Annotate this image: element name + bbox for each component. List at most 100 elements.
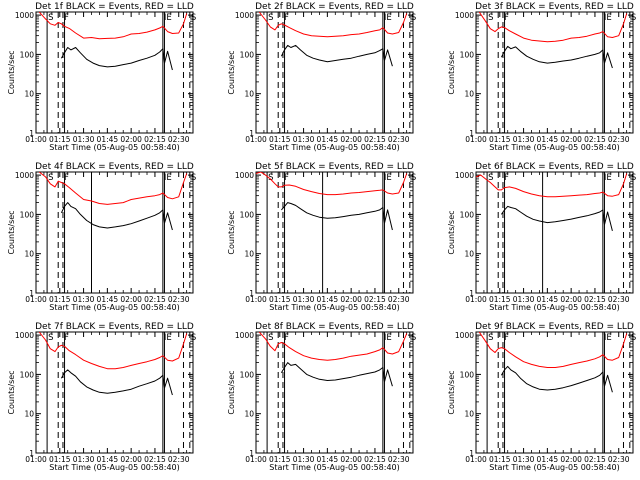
y-tick-label: 10 — [244, 410, 254, 419]
x-tick-label: 01:30 — [513, 295, 535, 304]
chart-title: Det 8f BLACK = Events, RED = LLD — [255, 322, 414, 332]
y-tick-label: 10 — [464, 410, 474, 419]
x-tick-label: 02:00 — [560, 455, 582, 464]
y-tick-label: 1000 — [15, 331, 34, 340]
marker-label: S — [268, 13, 273, 23]
detector-panel: Det 5f BLACK = Events, RED = LLD 1 10 100 10… — [227, 162, 416, 312]
plot-frame — [475, 11, 634, 134]
lld-series-line — [256, 172, 408, 196]
x-tick-label: 01:00 — [465, 295, 487, 304]
marker-label: IE — [604, 173, 612, 183]
x-tick-label: 01:45 — [317, 455, 339, 464]
x-tick-label: 01:15 — [269, 135, 291, 144]
x-axis-label: Start Time (05-Aug-05 00:58:40) — [489, 143, 620, 152]
y-axis-label: Counts/sec — [447, 370, 456, 414]
x-tick-label: 01:30 — [73, 455, 95, 464]
x-tick-label: 02:15 — [584, 295, 606, 304]
plot-frame — [255, 171, 414, 294]
x-tick-label: 02:30 — [388, 455, 410, 464]
y-tick-label: 1 — [249, 289, 254, 298]
x-tick-label: 02:15 — [144, 455, 166, 464]
detector-panel: Det 4f BLACK = Events, RED = LLD 1 10 100 10… — [7, 162, 196, 312]
x-tick-label: 02:00 — [120, 135, 142, 144]
y-tick-label: 1 — [469, 289, 474, 298]
marker-label: S — [191, 333, 196, 343]
lld-series-line — [38, 332, 188, 370]
events-series-line — [500, 365, 613, 393]
events-series-line — [280, 44, 393, 67]
x-tick-label: 01:15 — [489, 455, 511, 464]
x-tick-label: 02:15 — [364, 295, 386, 304]
x-tick-label: 01:45 — [537, 455, 559, 464]
x-axis-label: Start Time (05-Aug-05 00:58:40) — [269, 143, 400, 152]
lld-series-line — [476, 173, 628, 198]
events-series-line — [60, 202, 173, 231]
y-tick-label: 100 — [20, 50, 35, 59]
x-tick-label: 01:30 — [293, 135, 315, 144]
y-axis-label: Counts/sec — [7, 210, 16, 254]
x-tick-label: 01:15 — [269, 295, 291, 304]
y-tick-label: 10 — [24, 250, 34, 259]
x-tick-label: 01:00 — [25, 295, 47, 304]
marker-label: F — [284, 13, 289, 23]
x-tick-label: 01:15 — [489, 295, 511, 304]
y-tick-label: 100 — [240, 210, 255, 219]
x-tick-label: 02:30 — [168, 135, 190, 144]
marker-label: S — [191, 13, 196, 23]
x-tick-label: 01:15 — [49, 455, 71, 464]
x-tick-label: 02:30 — [168, 295, 190, 304]
x-tick-label: 02:00 — [120, 455, 142, 464]
x-tick-label: 01:15 — [49, 295, 71, 304]
detector-panel: Det 2f BLACK = Events, RED = LLD 1 10 100 10… — [227, 2, 416, 152]
chart-title: Det 7f BLACK = Events, RED = LLD — [35, 322, 194, 332]
y-tick-label: 100 — [20, 210, 35, 219]
chart-title: Det 3f BLACK = Events, RED = LLD — [475, 2, 634, 12]
y-tick-label: 10 — [24, 90, 34, 99]
marker-label: F — [284, 173, 289, 183]
marker-label: IE — [384, 13, 392, 23]
marker-label: F — [64, 333, 69, 343]
x-axis-label: Start Time (05-Aug-05 00:58:40) — [49, 143, 180, 152]
detector-panel: Det 6f BLACK = Events, RED = LLD 1 10 100 10… — [447, 162, 636, 312]
marker-label: F — [504, 173, 509, 183]
x-tick-label: 01:45 — [317, 295, 339, 304]
x-tick-label: 01:30 — [293, 455, 315, 464]
marker-label: S — [411, 13, 416, 23]
x-tick-label: 02:00 — [340, 135, 362, 144]
y-axis-label: Counts/sec — [447, 210, 456, 254]
y-tick-label: 1000 — [455, 171, 474, 180]
marker-label: S — [268, 173, 273, 183]
plot-frame — [35, 331, 194, 454]
x-tick-label: 01:00 — [465, 135, 487, 144]
x-tick-label: 01:15 — [489, 135, 511, 144]
marker-label: IE — [164, 333, 172, 343]
marker-label: IE — [384, 333, 392, 343]
marker-label: S — [631, 13, 636, 23]
marker-label: S — [48, 173, 53, 183]
y-axis-label: Counts/sec — [7, 370, 16, 414]
y-axis-label: Counts/sec — [227, 370, 236, 414]
marker-label: S — [48, 333, 53, 343]
y-tick-label: 1 — [469, 129, 474, 138]
plot-frame — [35, 11, 194, 134]
lld-series-line — [258, 12, 408, 38]
plot-frame — [475, 171, 634, 294]
y-tick-label: 1000 — [235, 11, 254, 20]
lld-series-line — [258, 332, 408, 361]
x-axis-label: Start Time (05-Aug-05 00:58:40) — [489, 303, 620, 312]
y-axis-label: Counts/sec — [7, 50, 16, 94]
chart-title: Det 6f BLACK = Events, RED = LLD — [475, 162, 634, 172]
detector-panel: Det 9f BLACK = Events, RED = LLD 1 10 100 10… — [447, 322, 636, 472]
x-axis-label: Start Time (05-Aug-05 00:58:40) — [269, 303, 400, 312]
chart-title: Det 1f BLACK = Events, RED = LLD — [35, 2, 194, 12]
marker-label: IE — [164, 13, 172, 23]
y-tick-label: 10 — [244, 90, 254, 99]
y-tick-label: 1000 — [235, 331, 254, 340]
marker-label: F — [504, 333, 509, 343]
x-tick-label: 01:00 — [465, 455, 487, 464]
lld-series-line — [38, 172, 188, 205]
plot-frame — [35, 171, 194, 294]
x-tick-label: 02:00 — [340, 455, 362, 464]
x-tick-label: 02:15 — [584, 135, 606, 144]
